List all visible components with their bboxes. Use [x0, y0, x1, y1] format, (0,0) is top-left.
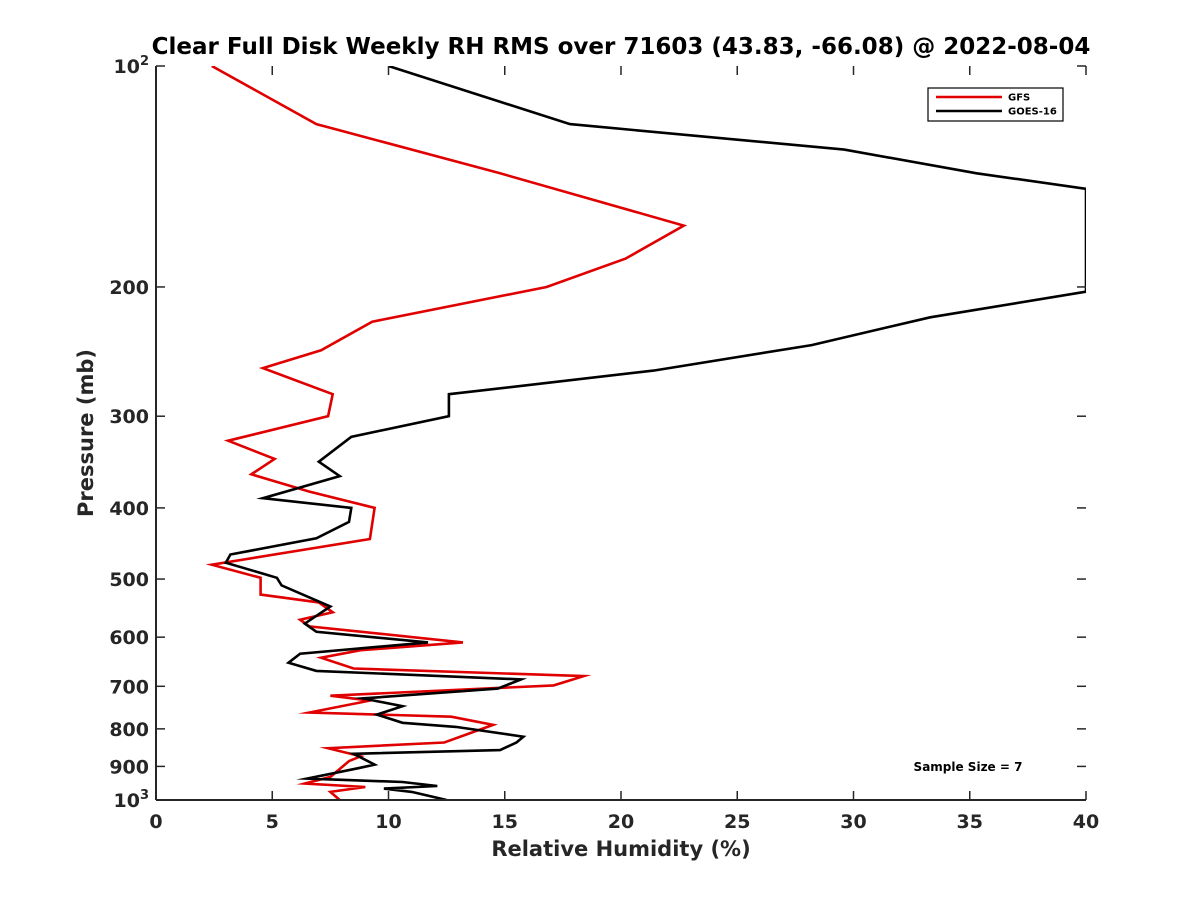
sample-size-annotation: Sample Size = 7 [914, 760, 1023, 774]
y-tick-label: 200 [109, 277, 149, 299]
y-tick-label: 700 [109, 676, 149, 698]
y-tick-label-exponent: 3 [140, 788, 149, 803]
x-ticks: 0 5 10 15 20 25 30 35 40 [149, 66, 1099, 833]
y-tick-label: 600 [109, 627, 149, 649]
legend: GFS GOES-16 [927, 87, 1064, 122]
y-tick-label-base: 10 [114, 56, 140, 78]
x-tick-label: 0 [149, 811, 162, 833]
legend-label-goes-16: GOES-16 [1008, 107, 1057, 118]
x-axis-title: Relative Humidity (%) [491, 837, 750, 861]
plot-area [156, 66, 1086, 800]
x-tick-label: 25 [724, 811, 750, 833]
x-tick-label: 30 [840, 811, 866, 833]
y-tick-label: 900 [109, 756, 149, 778]
chart-title: Clear Full Disk Weekly RH RMS over 71603… [152, 34, 1091, 60]
y-tick-label: 103 [114, 788, 150, 812]
y-tick-label: 300 [109, 406, 149, 428]
series-line-goes-16 [223, 66, 1086, 800]
x-tick-label: 5 [266, 811, 279, 833]
y-tick-label-exponent: 2 [140, 54, 149, 69]
y-tick-label: 500 [109, 569, 149, 591]
y-tick-label: 400 [109, 498, 149, 520]
x-tick-label: 20 [608, 811, 634, 833]
x-tick-label: 35 [957, 811, 983, 833]
y-tick-label-base: 10 [114, 790, 140, 812]
x-tick-label: 10 [375, 811, 401, 833]
series-layer [205, 66, 1086, 800]
legend-label-gfs: GFS [1008, 93, 1030, 104]
x-tick-label: 40 [1073, 811, 1099, 833]
y-axis-title: Pressure (mb) [74, 349, 98, 517]
y-tick-label: 800 [109, 719, 149, 741]
legend-box [927, 87, 1064, 122]
x-tick-label: 15 [492, 811, 518, 833]
y-tick-label: 102 [114, 54, 150, 78]
